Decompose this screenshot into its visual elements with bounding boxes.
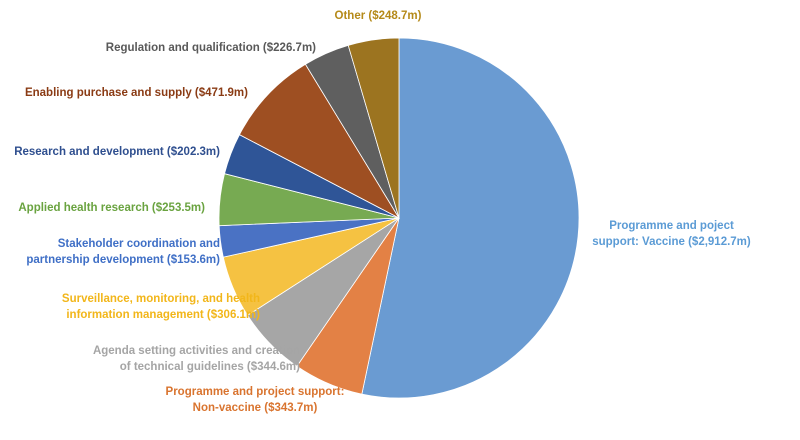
slice-label-line: Programme and project support:: [165, 386, 345, 398]
slice-label-line: support: Vaccine ($2,912.7m): [592, 236, 751, 248]
slice-label-programme-and-project-support-non-vaccine: Programme and project support: Non-vaccin…: [150, 384, 360, 416]
slice-label-line: Research and development ($202.3m): [14, 146, 220, 158]
slice-label-line: Other ($248.7m): [334, 10, 422, 22]
slice-label-surveillance-monitoring-and-health-information-management: Surveillance, monitoring, and health info…: [20, 291, 260, 323]
slice-label-line: partnership development ($153.6m): [26, 254, 220, 266]
slice-label-regulation-and-qualification: Regulation and qualification ($226.7m): [60, 40, 316, 56]
slice-label-applied-health-research: Applied health research ($253.5m): [10, 200, 205, 216]
slice-label-line: Non-vaccine ($343.7m): [192, 402, 318, 414]
slice-label-stakeholder-coordination-and-partnership-development: Stakeholder coordination and partnership …: [10, 236, 220, 268]
slice-label-line: Surveillance, monitoring, and health: [61, 293, 260, 305]
slice-label-line: Agenda setting activities and creation: [92, 345, 300, 357]
slice-label-line: information management ($306.1m): [66, 309, 260, 321]
slice-label-line: Programme and poject: [609, 220, 734, 232]
slice-label-agenda-setting-activities-and-creation-of-technical-guidelines: Agenda setting activities and creation of…: [60, 343, 300, 375]
slice-label-line: of technical guidelines ($344.6m): [119, 361, 300, 373]
slice-label-line: Stakeholder coordination and: [57, 238, 220, 250]
slice-label-programme-and-project-support-vaccine: Programme and poject support: Vaccine ($2…: [584, 218, 759, 250]
pie-slice-enabling-purchase-and-supply: [238, 63, 401, 220]
slice-label-research-and-development: Research and development ($202.3m): [10, 144, 220, 160]
pie-slice-other: [347, 37, 400, 219]
pie-slice-programme-and-project-support-vaccine: [361, 37, 580, 399]
slice-label-enabling-purchase-and-supply: Enabling purchase and supply ($471.9m): [10, 85, 248, 101]
slice-label-line: Enabling purchase and supply ($471.9m): [24, 87, 248, 99]
slice-label-line: Applied health research ($253.5m): [18, 202, 205, 214]
slice-label-other: Other ($248.7m): [300, 8, 456, 24]
slice-label-line: Regulation and qualification ($226.7m): [105, 42, 316, 54]
